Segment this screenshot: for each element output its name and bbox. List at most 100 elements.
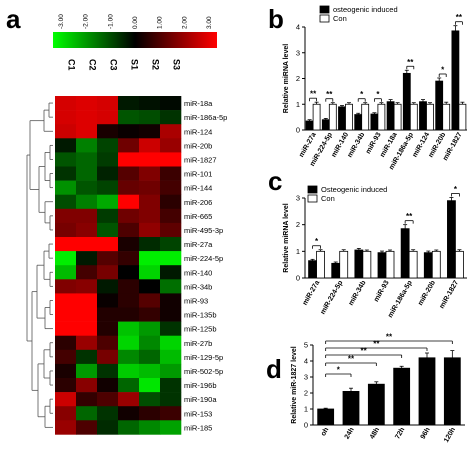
bar: [312, 103, 321, 131]
bar: [331, 262, 341, 279]
heatmap-cell: [76, 110, 98, 125]
heatmap-cell: [160, 138, 182, 153]
x-tick-label: 24h: [344, 427, 356, 441]
bar: [354, 114, 363, 131]
significance-marker: **: [456, 13, 463, 22]
bar: [408, 250, 418, 279]
heatmap-cell: [118, 166, 140, 181]
significance-marker: **: [310, 90, 317, 99]
heatmap-cell: [139, 279, 161, 294]
y-tick-label: 2: [304, 389, 308, 398]
heatmap-cell: [118, 265, 140, 280]
bar: [426, 103, 434, 131]
x-tick-label: miR-93: [373, 279, 391, 303]
bar: [451, 30, 460, 131]
bar: [370, 113, 379, 131]
heatmap-row-label: miR-93: [184, 296, 208, 305]
heatmap-cell: [160, 307, 182, 322]
heatmap-cell: [97, 166, 119, 181]
heatmap-cell: [160, 194, 182, 210]
y-tick-label: 1: [304, 405, 308, 414]
heatmap-cell: [139, 378, 161, 393]
heatmap-cell: [97, 406, 119, 421]
comparison-marker: **: [386, 333, 393, 342]
heatmap-cell: [139, 363, 161, 379]
heatmap-cell: [97, 222, 119, 238]
heatmap-row-label: miR-224-5p: [184, 254, 223, 263]
heatmap-row-label: miR-495-3p: [184, 226, 223, 235]
y-tick-label: 0: [296, 126, 300, 135]
heatmap-row-label: miR-101: [184, 170, 212, 179]
colorbar-tick: -1.00: [107, 14, 114, 29]
heatmap-cell: [55, 237, 77, 252]
colorbar-tick: 3.00: [206, 16, 213, 29]
heatmap-cell: [55, 124, 77, 139]
legend-swatch: [319, 5, 330, 14]
legend-label: Con: [321, 194, 335, 203]
significance-marker: *: [315, 237, 319, 246]
x-tick-label: oh: [320, 427, 330, 438]
legend-label: osteogenic induced: [333, 5, 398, 14]
heatmap-cell: [97, 293, 119, 308]
heatmap-row-label: miR-135b: [184, 311, 217, 320]
bar: [308, 260, 317, 279]
heatmap-cell: [97, 124, 119, 139]
heatmap-cell: [55, 406, 77, 421]
x-tick-label: miR-224-5p: [320, 280, 345, 316]
bar: [345, 103, 353, 131]
heatmap-cell: [118, 321, 140, 336]
x-tick-label: miR-186a-5p: [387, 280, 414, 320]
heatmap-cell: [139, 152, 161, 167]
panel-c-bar-chart: c 0 1 2 3 Relative miRNA level miR-27amiR-224-…: [268, 166, 467, 319]
y-axis-label: Relative miRNA level: [283, 203, 290, 272]
heatmap-cell: [160, 420, 182, 435]
bar: [419, 101, 427, 131]
heatmap-cell: [160, 335, 182, 351]
heatmap-cell: [139, 96, 161, 111]
heatmap-cell: [55, 378, 77, 393]
bar: [377, 103, 386, 131]
heatmap-cell: [97, 110, 119, 125]
heatmap-cell: [97, 321, 119, 336]
heatmap-cell: [118, 406, 140, 421]
heatmap-cell: [160, 363, 182, 379]
heatmap-row-label: miR-502-5p: [184, 367, 223, 376]
x-tick-label: miR-34b: [348, 280, 368, 307]
heatmap-cell: [55, 110, 77, 125]
comparison-marker: **: [361, 347, 368, 356]
bar: [442, 103, 451, 131]
heatmap-row-label: miR-27b: [184, 339, 212, 348]
heatmap-cell: [139, 335, 161, 351]
heatmap-cell: [97, 392, 119, 407]
heatmap-row-label: miR-27a: [184, 240, 213, 249]
heatmap-cell: [160, 152, 182, 167]
heatmap-cell: [76, 265, 98, 280]
heatmap-cell: [118, 180, 140, 195]
heatmap-cell: [97, 335, 119, 351]
bar: [305, 120, 314, 131]
x-tick-label: 120h: [443, 427, 457, 444]
y-tick-label: 2: [296, 220, 300, 229]
bar: [443, 357, 461, 426]
heatmap-cell: [139, 293, 161, 308]
heatmap-cell: [97, 420, 119, 435]
heatmap-cell: [118, 110, 140, 125]
heatmap-cell: [118, 378, 140, 393]
heatmap-cell: [76, 138, 98, 153]
heatmap-cell: [160, 349, 182, 365]
heatmap-cell: [139, 222, 161, 238]
panel-label-c: c: [268, 166, 282, 196]
y-axis-label: Relative miRNA level: [283, 44, 290, 113]
panel-label-d: d: [266, 354, 282, 384]
legend-label: Osteogenic induced: [321, 185, 387, 194]
heatmap-cell: [118, 279, 140, 294]
bar: [409, 103, 418, 131]
heatmap-cell: [55, 265, 77, 280]
bar: [338, 106, 346, 131]
heatmap-cell: [55, 321, 77, 336]
heatmap-cell: [76, 392, 98, 407]
heatmap-cell: [118, 420, 140, 435]
heatmap-cell: [76, 335, 98, 351]
heatmap-cell: [160, 392, 182, 407]
heatmap-cell: [139, 194, 161, 210]
